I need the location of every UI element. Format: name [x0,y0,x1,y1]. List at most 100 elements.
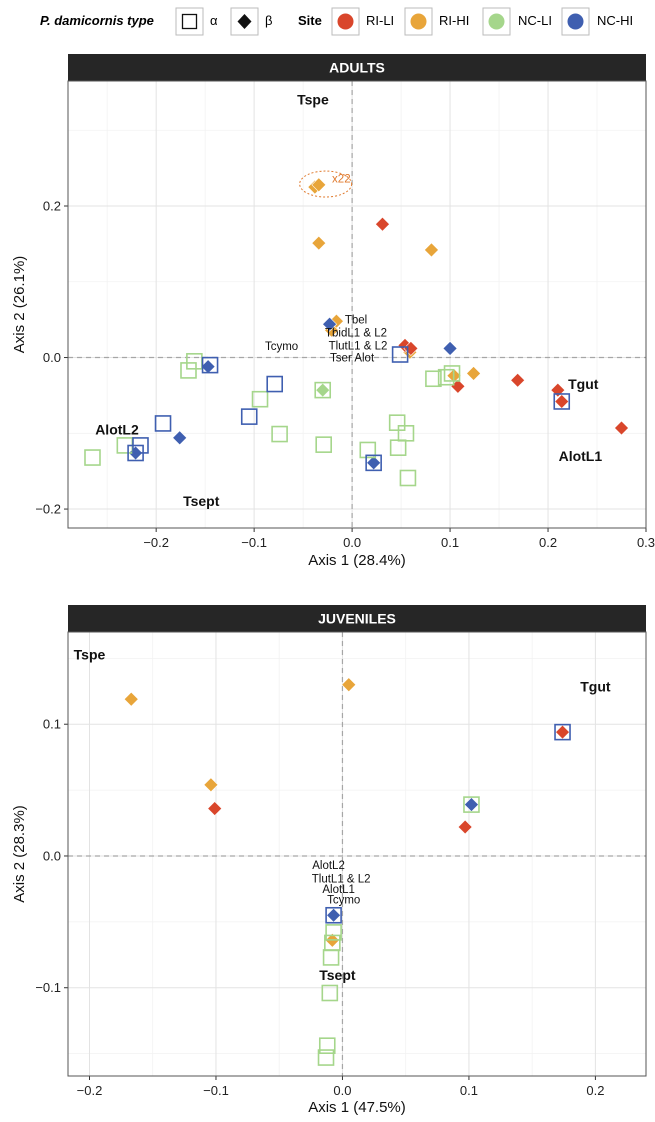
panel-title: JUVENILES [318,611,396,627]
data-point-alpha [266,375,284,393]
data-point-alpha [359,441,377,459]
data-point-beta [207,801,223,816]
annotation-label: Tgut [568,376,599,392]
annotation-label: Tspe [297,92,329,108]
plot-background [68,632,646,1076]
legend-type-alpha-label: α [210,13,218,28]
y-tick-label: 0.2 [43,199,61,214]
x-tick-label: −0.2 [77,1083,103,1098]
legend-type-beta-label: β [265,13,272,28]
panel-title: ADULTS [329,60,385,76]
annotation-label: TlutL1 & L2 [312,873,371,885]
data-point-alpha [251,390,269,408]
plot-background [68,81,646,528]
x-tick-label: 0.2 [539,535,557,550]
legend-type-title: P. damicornis type [40,13,154,28]
data-point-alpha [399,469,417,487]
data-point-alpha [154,415,172,432]
data-point-alpha [321,984,339,1002]
x-tick-label: 0.3 [637,535,655,550]
annotation-label: Tcymo [265,341,298,353]
data-point-alpha [317,1049,335,1066]
circle-icon [488,13,505,30]
x-tick-label: −0.1 [241,535,267,550]
juveniles-panel: JUVENILES −0.2 −0.1 0.0 0.1 0.2 −0.1 0.0 0.1 Tspe… [11,605,647,1116]
data-point-alpha [127,444,144,462]
data-point-beta [172,430,188,446]
plot-border [67,631,647,1077]
data-point-alpha [201,356,219,374]
data-point-alpha [553,393,571,410]
x-axis-title: Axis 1 (47.5%) [308,1099,406,1116]
annotation-label: x22 [332,174,351,186]
x-tick-label: 0.0 [343,535,361,550]
adults-panel: ADULTS −0.2 −0.1 0.0 0.1 0.2 0.3 −0.2 0.0 0.2 Tspe… [11,54,655,569]
data-point-alpha [315,436,332,453]
data-point-alpha [554,723,571,741]
annotation-label: Tser Alot [330,353,375,365]
annotation-label: TbidL1 & L2 [325,328,387,340]
data-point-alpha [271,425,288,443]
circle-icon [567,13,584,30]
data-point-beta [203,777,219,793]
data-point-beta [466,366,482,381]
x-tick-label: 0.2 [586,1083,604,1098]
data-point-beta [375,216,390,232]
y-tick-label: 0.0 [43,350,61,365]
annotation-label: AlotL1 [559,448,603,464]
data-point-beta [457,819,473,835]
data-point-alpha [388,414,406,431]
x-tick-label: 0.1 [460,1083,478,1098]
data-point-alpha [443,365,461,382]
cluster-ellipse [299,170,353,198]
data-point-alpha [425,370,442,388]
x-tick-label: 0.0 [333,1083,351,1098]
data-point-alpha [463,796,480,813]
circle-icon [337,13,354,30]
plot-border [67,80,647,529]
data-point-beta [322,316,337,332]
data-point-beta [442,341,458,356]
annotation-label: AlotL2 [312,860,345,872]
data-point-alpha [322,949,340,966]
y-axis-title: Axis 2 (28.3%) [11,805,28,903]
y-tick-label: −0.1 [35,980,61,995]
legend-site-nc-li-label: NC-LI [518,13,552,28]
data-point-alpha [437,368,455,386]
annotation-label: AlotL1 [322,884,355,896]
x-tick-label: −0.1 [203,1083,229,1098]
y-tick-label: −0.2 [35,502,61,517]
data-point-beta [510,372,526,388]
circle-icon [410,13,427,30]
data-point-beta [341,677,357,693]
data-point-beta [123,691,139,707]
data-point-alpha [84,449,101,466]
data-point-beta [311,177,327,193]
data-point-beta [311,235,327,251]
data-point-alpha [325,906,342,924]
diamond-icon [237,14,252,29]
data-point-alpha [389,439,407,456]
legend-key-alpha [175,7,204,36]
legend: P. damicornis type α β Site RI-LI RI-HI … [40,7,633,36]
annotation-label: Tgut [580,678,611,694]
x-axis-title: Axis 1 (28.4%) [308,552,406,569]
data-point-alpha [318,1037,336,1054]
legend-key-beta [230,7,259,36]
data-point-beta [424,242,439,258]
legend-site-title: Site [298,13,322,28]
annotation-label: Tcymo [327,894,360,906]
data-point-alpha [180,362,197,379]
y-axis-title: Axis 2 (26.1%) [11,256,28,354]
annotation-label: Tsept [319,967,356,983]
panel-header-strip [68,605,646,632]
annotation-label: AlotL2 [95,421,139,437]
annotation-label: Tsept [183,493,220,509]
data-point-beta [614,420,629,436]
data-point-beta [200,359,216,375]
legend-site-ri-li-label: RI-LI [366,13,394,28]
annotation-label: TlutL1 & L2 [329,340,388,352]
y-tick-label: 0.1 [43,717,61,732]
data-point-alpha [391,346,409,363]
